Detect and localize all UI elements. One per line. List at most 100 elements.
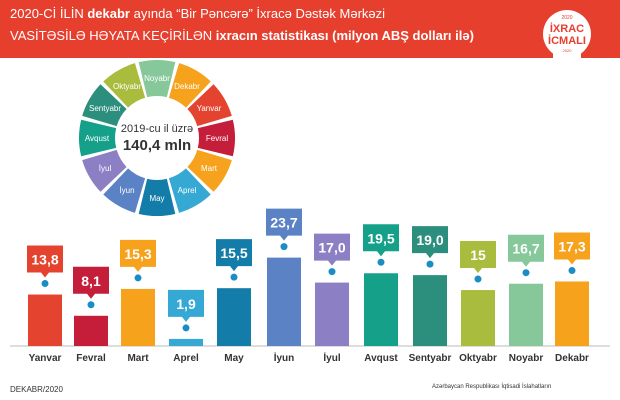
x-tick-label-8: Sentyabr: [409, 353, 452, 364]
bar-5: [267, 257, 301, 346]
bar-3: [169, 338, 203, 346]
bar-dot-0: [41, 280, 49, 288]
bar-7: [364, 273, 398, 346]
donut-segment-9: [103, 63, 146, 108]
x-tick-label-0: Yanvar: [29, 353, 62, 364]
bar-dot-6: [328, 268, 336, 276]
bar-value-label-11: 17,3: [558, 238, 585, 254]
donut-segment-7: [78, 119, 117, 157]
donut-label-5: İyun: [119, 186, 134, 195]
bar-1: [74, 315, 108, 346]
bar-value-label-8: 19,0: [416, 232, 443, 248]
donut-chart: Yanvar Fevral Mart Aprel May İyun İyul Avqust Se…: [78, 60, 235, 217]
x-tick-label-7: Avqust: [364, 353, 398, 364]
subtitle-regular-text: VASİTƏSİLƏ HƏYATA KEÇİRİLƏN: [10, 28, 213, 43]
export-review-badge: 2020 İXRAC İCMALI 2020: [543, 10, 591, 72]
donut-label-7: Avqust: [85, 134, 110, 143]
badge-sub-text: 2020: [563, 48, 573, 53]
bar-label-box-8: [412, 226, 448, 259]
donut-label-6: İyul: [99, 164, 112, 173]
donut-label-4: May: [149, 194, 164, 203]
bar-value-label-9: 15: [470, 247, 486, 263]
title-rest-text: ayında “Bir Pəncərə” İxracə Dəstək Mərkə…: [133, 6, 386, 21]
donut-segment-3: [168, 168, 211, 213]
badge-year-text: 2020: [561, 15, 572, 21]
bar-dot-7: [377, 258, 385, 266]
donut-segment-6: [82, 149, 127, 192]
bar-4: [217, 288, 251, 346]
bar-value-label-3: 1,9: [176, 296, 196, 312]
bar-series: 13,8 Yanvar 8,1 Fevral 15,3 Mart 1,9 Aprel 15,5 M…: [27, 208, 590, 364]
x-tick-label-4: May: [224, 353, 244, 364]
subtitle-bold-text: ixracın statistikası (milyon ABŞ dolları…: [215, 28, 474, 43]
bar-11: [555, 281, 589, 346]
bar-dot-3: [182, 324, 190, 332]
bar-2: [121, 288, 155, 346]
bar-value-label-6: 17,0: [318, 240, 345, 256]
bar-value-label-10: 16,7: [512, 241, 539, 257]
x-tick-label-11: Dekabr: [555, 353, 589, 364]
bar-6: [315, 282, 349, 346]
donut-segment-10: [138, 60, 176, 98]
donut-label-1: Fevral: [206, 134, 228, 143]
bar-0: [28, 294, 62, 346]
badge-ribbon: [553, 48, 581, 72]
donut-label-2: Mart: [201, 164, 218, 173]
donut-center: [117, 98, 197, 178]
bar-value-label-2: 15,3: [124, 246, 151, 262]
x-tick-label-9: Oktyabr: [459, 353, 497, 364]
bar-10: [509, 283, 543, 346]
title-regular-text: 2020-Cİ İLİN: [10, 6, 84, 21]
bar-value-label-1: 8,1: [81, 273, 101, 289]
bar-label-box-2: [120, 239, 156, 272]
header-bar: [0, 0, 620, 58]
bar-dot-9: [474, 275, 482, 283]
bar-label-box-0: [27, 245, 63, 278]
donut-label-9: Oktyabr: [113, 82, 141, 91]
donut-label-3: Aprel: [178, 186, 197, 195]
bar-value-label-7: 19,5: [367, 230, 394, 246]
x-tick-label-2: Mart: [127, 353, 149, 364]
badge-circle: [543, 10, 591, 58]
bar-dot-11: [568, 266, 576, 274]
bar-8: [413, 275, 447, 346]
bar-dot-2: [134, 274, 142, 282]
bar-dot-8: [426, 260, 434, 268]
donut-segment-0: [187, 84, 232, 127]
bar-dot-1: [87, 301, 95, 309]
x-tick-label-5: İyun: [274, 351, 295, 364]
donut-label-8: Sentyabr: [89, 104, 121, 113]
x-tick-label-1: Fevral: [76, 353, 106, 364]
bar-dot-4: [230, 273, 238, 281]
footer-date: DEKABR/2020: [10, 385, 63, 394]
bar-label-box-6: [314, 233, 350, 266]
donut-segment-1: [197, 119, 235, 157]
donut-label-0: Yanvar: [197, 104, 222, 113]
bar-label-box-7: [363, 224, 399, 257]
bar-label-box-3: [168, 289, 204, 322]
badge-line2-text: İCMALI: [548, 34, 586, 47]
x-tick-label-3: Aprel: [173, 353, 199, 364]
donut-segment-4: [138, 178, 176, 217]
page-title-line2: VASİTƏSİLƏ HƏYATA KEÇİRİLƏN ixracın stat…: [10, 28, 474, 43]
x-tick-label-10: Noyabr: [509, 353, 544, 364]
donut-segment-8: [82, 84, 127, 127]
bar-label-box-4: [216, 239, 252, 272]
footer-organization: Azərbaycan Respublikası İqtisadi İslahat…: [432, 384, 552, 390]
donut-segment-11: [168, 63, 211, 108]
page-title-line1: 2020-Cİ İLİN dekabr ayında “Bir Pəncərə”…: [10, 6, 385, 21]
donut-label-11: Dekabr: [174, 82, 200, 91]
bar-value-label-5: 23,7: [270, 215, 297, 231]
title-bold-text: dekabr: [87, 6, 130, 21]
donut-total-label: 2019-cu il üzrə: [121, 123, 193, 135]
donut-total-value: 140,4 mln: [123, 137, 191, 154]
bar-label-box-9: [460, 241, 496, 274]
x-tick-label-6: İyul: [323, 351, 340, 364]
bar-label-box-1: [73, 266, 109, 299]
bar-value-label-4: 15,5: [220, 245, 247, 261]
bar-label-box-5: [266, 208, 302, 241]
bar-dot-5: [280, 243, 288, 251]
donut-segment-5: [103, 168, 146, 213]
donut-segment-2: [187, 149, 232, 192]
